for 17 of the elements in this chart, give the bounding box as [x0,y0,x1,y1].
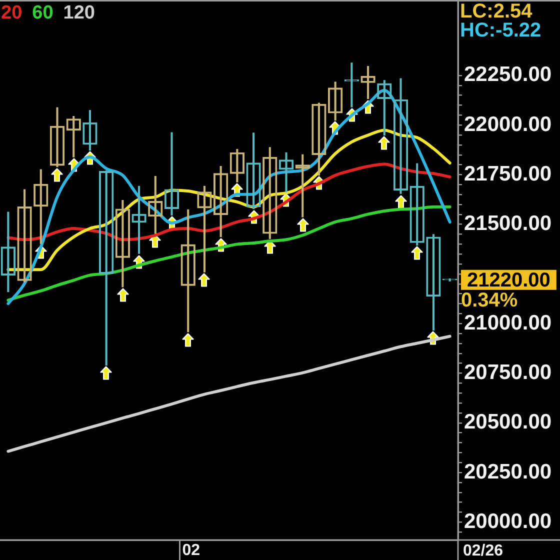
text: 02/26 [463,542,504,560]
x-tick-label: 02 [182,542,200,560]
y-tick-label: 21000.00 [464,311,552,334]
text: 120 [63,2,95,24]
y-tick-label: 20000.00 [464,510,552,533]
text: 20 [1,2,22,24]
text: 60 [32,2,54,24]
y-tick-label: 21750.00 [464,162,552,186]
y-tick-label: 21500.00 [464,212,552,236]
y-tick-label: 22250.00 [464,63,552,86]
text: 0.34% [461,289,518,312]
y-tick-label: 20500.00 [464,410,552,434]
y-tick-label: 20750.00 [464,361,552,384]
line-series [6,205,452,302]
text: 21220.00 [467,269,550,292]
y-tick-label: 20250.00 [464,460,552,484]
y-tick-label: 22000.00 [464,112,552,136]
